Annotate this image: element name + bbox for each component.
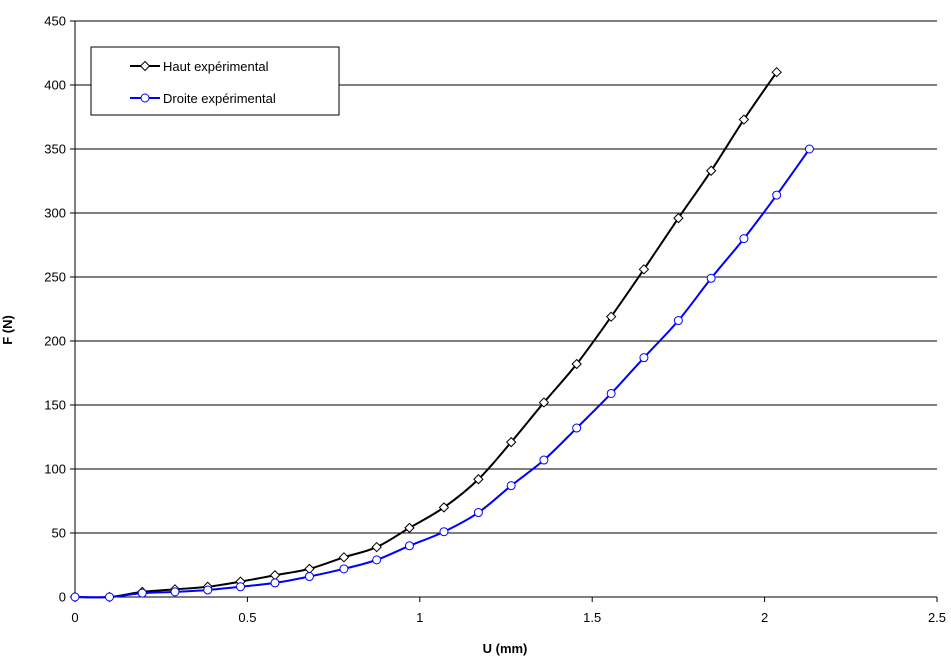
y-tick-labels: 0 50 100 150 200 250 300 350 400 450 — [44, 14, 66, 605]
grid-lines — [75, 20, 937, 534]
data-point-haut — [705, 165, 717, 176]
x-axis-title: U (mm) — [483, 641, 528, 656]
data-point-droite — [506, 481, 516, 491]
x-tick-label: 2 — [761, 610, 768, 625]
y-tick-label: 0 — [59, 590, 66, 605]
y-tick-label: 350 — [44, 142, 66, 157]
data-point-droite — [170, 587, 180, 597]
data-point-droite — [606, 388, 616, 398]
x-tick-label: 2.5 — [928, 610, 946, 625]
y-tick-label: 400 — [44, 78, 66, 93]
data-point-haut — [338, 552, 350, 563]
data-point-haut — [571, 358, 582, 370]
data-point-droite — [104, 592, 114, 602]
data-point-droite — [404, 541, 414, 551]
data-point-haut — [605, 311, 617, 322]
legend-marker-droite — [140, 93, 150, 103]
data-point-droite — [270, 578, 280, 588]
data-point-haut — [538, 397, 550, 408]
data-point-droite — [706, 273, 716, 283]
data-point-droite — [473, 508, 483, 518]
data-point-droite — [439, 527, 449, 537]
data-point-droite — [236, 582, 246, 592]
legend-box — [90, 46, 340, 116]
data-point-droite — [739, 234, 749, 244]
data-point-droite — [70, 592, 80, 602]
data-point-droite — [372, 555, 382, 565]
y-tick-label: 50 — [52, 526, 66, 541]
data-point-haut — [404, 522, 415, 534]
x-tick-labels: 0 0.5 1 1.5 2 2.5 — [71, 610, 946, 625]
legend: Haut expérimental Droite expérimental — [90, 46, 340, 116]
series-layer — [69, 66, 814, 603]
y-tick-label: 200 — [44, 334, 66, 349]
legend-label-haut: Haut expérimental — [163, 59, 269, 74]
data-point-droite — [339, 564, 349, 574]
data-point-droite — [137, 588, 147, 598]
data-point-haut — [304, 563, 315, 575]
y-tick-label: 450 — [44, 14, 66, 29]
data-point-droite — [304, 572, 314, 582]
y-tick-label: 100 — [44, 462, 66, 477]
data-point-droite — [639, 353, 649, 363]
y-tick-label: 250 — [44, 270, 66, 285]
x-tick-label: 0 — [71, 610, 78, 625]
y-axis-title: F (N) — [0, 315, 15, 345]
y-tick-label: 150 — [44, 398, 66, 413]
data-point-droite — [572, 423, 582, 433]
x-tick-label: 0.5 — [238, 610, 256, 625]
data-point-haut — [673, 212, 684, 224]
y-tick-label: 300 — [44, 206, 66, 221]
data-point-haut — [638, 264, 650, 275]
data-point-haut — [505, 436, 517, 448]
data-point-droite — [804, 144, 814, 154]
data-point-haut — [438, 502, 450, 513]
x-tick-label: 1.5 — [583, 610, 601, 625]
series-line-haut — [74, 71, 778, 599]
axes — [70, 20, 938, 602]
data-point-haut — [269, 570, 281, 581]
data-point-haut — [738, 114, 750, 125]
data-point-droite — [203, 585, 213, 595]
legend-label-droite: Droite expérimental — [163, 91, 276, 106]
data-point-droite — [772, 190, 782, 200]
legend-marker-haut — [139, 60, 151, 72]
data-point-droite — [539, 455, 549, 465]
data-point-droite — [673, 316, 683, 326]
data-point-haut — [473, 474, 484, 485]
data-point-haut — [371, 541, 382, 553]
data-point-haut — [771, 66, 782, 78]
x-tick-label: 1 — [416, 610, 423, 625]
